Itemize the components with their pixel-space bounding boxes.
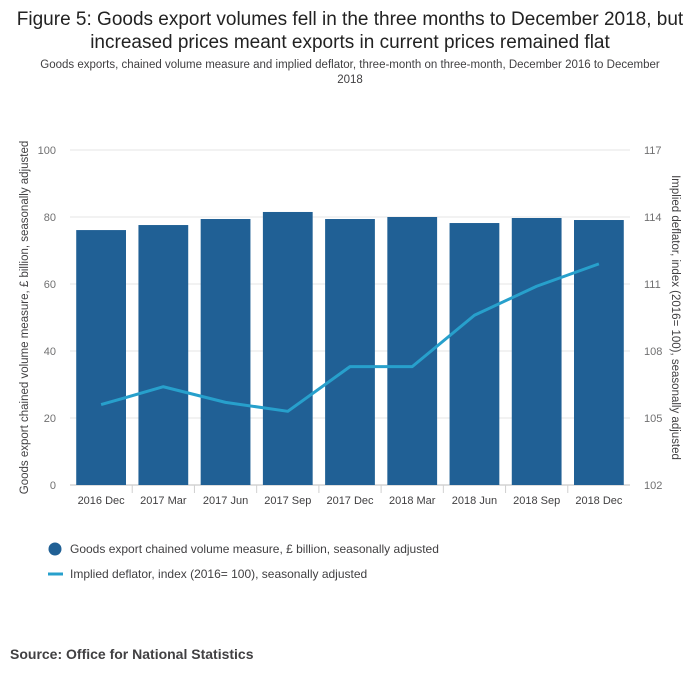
x-tick-label: 2016 Dec bbox=[78, 495, 126, 507]
y-right-tick-label: 108 bbox=[644, 346, 662, 358]
x-tick-label: 2018 Mar bbox=[389, 495, 436, 507]
bar bbox=[325, 219, 375, 485]
legend-label-line: Implied deflator, index (2016= 100), sea… bbox=[70, 567, 367, 581]
y-right-tick-label: 102 bbox=[644, 480, 662, 492]
bar bbox=[76, 230, 126, 485]
y-right-tick-label: 117 bbox=[644, 145, 662, 157]
bar bbox=[574, 220, 624, 485]
y-left-tick-label: 100 bbox=[38, 145, 56, 157]
bar bbox=[138, 225, 189, 486]
y-right-axis-label: Implied deflator, index (2016= 100), sea… bbox=[669, 175, 681, 460]
y-left-tick-label: 80 bbox=[44, 212, 56, 224]
x-tick-label: 2018 Jun bbox=[452, 495, 497, 507]
bar bbox=[262, 211, 313, 485]
x-tick-label: 2017 Jun bbox=[203, 495, 248, 507]
chart-canvas: 100 80 60 40 20 0 117 114 111 108 105 102 Goods expo… bbox=[19, 141, 681, 581]
bar bbox=[449, 223, 500, 485]
x-tick-label: 2018 Sep bbox=[513, 495, 560, 507]
bar bbox=[511, 218, 562, 485]
legend-swatch-bar bbox=[48, 542, 62, 556]
y-right-tick-label: 114 bbox=[644, 212, 662, 224]
x-tick-label: 2017 Dec bbox=[326, 495, 374, 507]
x-tick-label: 2018 Dec bbox=[575, 495, 623, 507]
x-tick-label: 2017 Sep bbox=[264, 495, 311, 507]
deflator-line bbox=[100, 262, 600, 413]
y-left-tick-label: 60 bbox=[44, 279, 56, 291]
bar bbox=[200, 219, 251, 485]
legend-label-bar: Goods export chained volume measure, £ b… bbox=[70, 542, 439, 556]
x-tick-label: 2017 Mar bbox=[140, 495, 187, 507]
chart-subtitle: Goods exports, chained volume measure an… bbox=[40, 59, 660, 86]
source-note: Source: Office for National Statistics bbox=[10, 646, 254, 662]
chart-title: Figure 5: Goods export volumes fell in t… bbox=[16, 9, 684, 53]
y-left-axis-label: Goods export chained volume measure, £ b… bbox=[19, 141, 31, 495]
y-left-tick-label: 0 bbox=[50, 480, 56, 492]
y-right-tick-label: 105 bbox=[644, 413, 662, 425]
y-right-tick-label: 111 bbox=[644, 279, 661, 291]
y-left-tick-label: 40 bbox=[44, 346, 56, 358]
y-left-tick-label: 20 bbox=[44, 413, 56, 425]
